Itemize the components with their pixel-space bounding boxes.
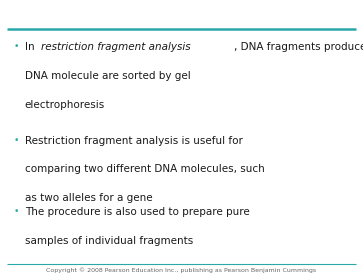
Text: Restriction fragment analysis is useful for: Restriction fragment analysis is useful … — [25, 136, 242, 145]
Text: DNA molecule are sorted by gel: DNA molecule are sorted by gel — [25, 71, 191, 81]
Text: comparing two different DNA molecules, such: comparing two different DNA molecules, s… — [25, 164, 264, 174]
Text: •: • — [14, 42, 19, 52]
Text: •: • — [14, 136, 19, 145]
Text: , DNA fragments produced by restriction enzyme digestion of a: , DNA fragments produced by restriction … — [234, 42, 363, 52]
Text: •: • — [14, 207, 19, 216]
Text: Copyright © 2008 Pearson Education Inc., publishing as Pearson Benjamin Cummings: Copyright © 2008 Pearson Education Inc.,… — [46, 267, 317, 273]
Text: The procedure is also used to prepare pure: The procedure is also used to prepare pu… — [25, 207, 249, 217]
Text: as two alleles for a gene: as two alleles for a gene — [25, 193, 152, 203]
Text: samples of individual fragments: samples of individual fragments — [25, 236, 193, 246]
Text: restriction fragment analysis: restriction fragment analysis — [41, 42, 191, 52]
Text: electrophoresis: electrophoresis — [25, 100, 105, 110]
Text: In: In — [25, 42, 37, 52]
